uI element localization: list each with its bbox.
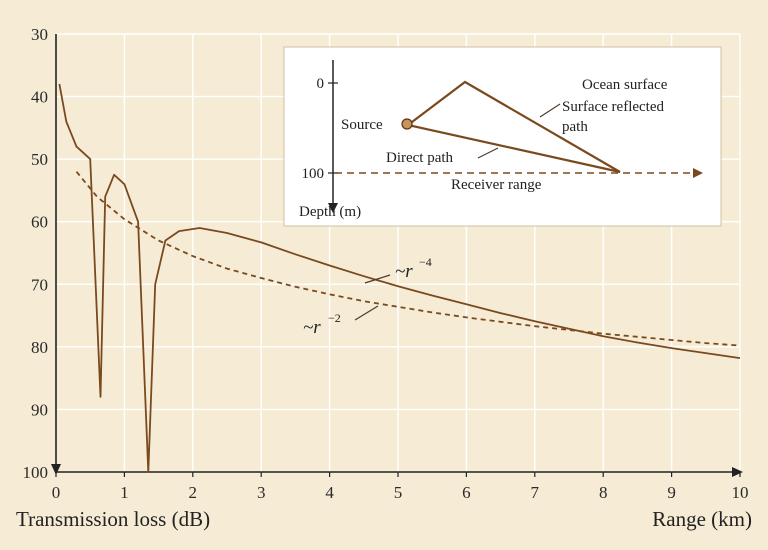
- inset-depth-100: 100: [302, 166, 325, 182]
- y-tick-label: 70: [31, 275, 48, 294]
- inset-depth-arrowhead: [328, 203, 338, 213]
- x-tick-label: 2: [189, 483, 198, 502]
- inset-diagram: 0 100 Depth (m) Ocean surface Surface re…: [283, 46, 722, 227]
- direct-path-label: Direct path: [386, 150, 454, 166]
- annotation-r4: ~r −4: [364, 255, 432, 284]
- inset-depth-0: 0: [317, 76, 325, 92]
- surface-reflected-path: [407, 80, 621, 173]
- y-tick-label: 30: [31, 25, 48, 44]
- tick-labels: 0 1 2 3 4 5 6 7 8 9 10 30 40 50 60 70 80 90 100: [23, 25, 749, 502]
- r2-label: ~r: [303, 317, 321, 338]
- y-axis-title: Transmission loss (dB): [16, 507, 210, 531]
- inset-background: [283, 46, 722, 227]
- x-tick-label: 10: [732, 483, 749, 502]
- x-tick-label: 7: [531, 483, 540, 502]
- series-layer: [58, 83, 741, 473]
- x-tick-label: 5: [394, 483, 403, 502]
- inset-depth-label: Depth (m): [299, 204, 361, 220]
- x-tick-label: 4: [325, 483, 334, 502]
- x-tick-label: 1: [120, 483, 129, 502]
- source-marker: [401, 118, 413, 130]
- receiver-range-arrowhead: [693, 168, 703, 178]
- r2-leader-line: [354, 305, 379, 321]
- source-label: Source: [341, 117, 383, 133]
- x-axis-title: Range (km): [652, 507, 752, 531]
- x-tick-label: 3: [257, 483, 266, 502]
- x-tick-label: 8: [599, 483, 608, 502]
- direct-path-leader: [477, 147, 499, 159]
- receiver-range-label: Receiver range: [451, 177, 542, 193]
- x-tick-label: 0: [52, 483, 61, 502]
- x-tick-label: 6: [462, 483, 471, 502]
- surface-reflected-leader: [539, 103, 561, 118]
- dashed-series-line: [75, 171, 741, 347]
- y-axis-arrowhead: [51, 464, 61, 475]
- y-tick-label: 60: [31, 213, 48, 232]
- r4-label: ~r: [395, 261, 413, 282]
- y-tick-label: 50: [31, 150, 48, 169]
- surface-reflected-label-2: path: [562, 119, 588, 135]
- r2-exponent: −2: [328, 311, 341, 325]
- annotation-r2: ~r −2: [303, 305, 379, 338]
- x-axis-arrowhead: [732, 467, 743, 477]
- x-tick-label: 9: [667, 483, 676, 502]
- y-tick-label: 40: [31, 88, 48, 107]
- surface-reflected-label-1: Surface reflected: [562, 99, 665, 115]
- y-tick-label: 80: [31, 338, 48, 357]
- y-tick-label: 90: [31, 400, 48, 419]
- axes: [51, 34, 743, 477]
- r4-exponent: −4: [419, 255, 432, 269]
- direct-path: [407, 123, 621, 174]
- ocean-surface-label: Ocean surface: [582, 77, 668, 93]
- r4-leader-line: [364, 274, 391, 284]
- y-tick-label: 100: [23, 463, 49, 482]
